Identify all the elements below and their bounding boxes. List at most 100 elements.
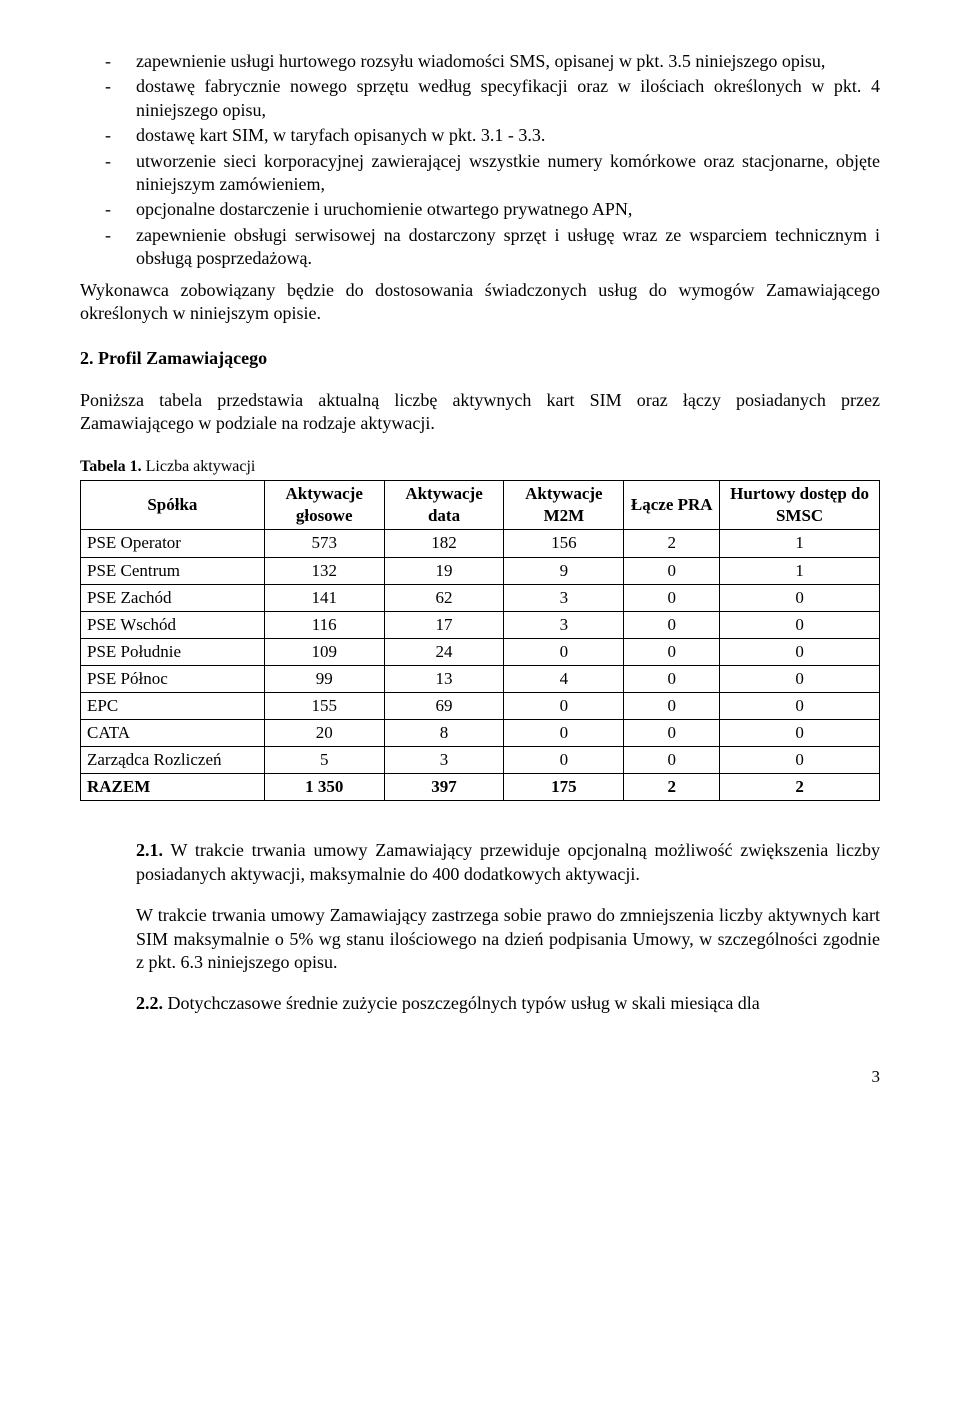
table-cell: PSE Operator <box>81 530 265 557</box>
activations-table: SpółkaAktywacje głosoweAktywacje dataAkt… <box>80 480 880 801</box>
table-cell: 2 <box>624 530 720 557</box>
list-item-text: opcjonalne dostarczenie i uruchomienie o… <box>136 198 880 221</box>
list-item: -dostawę fabrycznie nowego sprzętu wedłu… <box>80 75 880 122</box>
table-cell: 8 <box>384 720 504 747</box>
table-cell: 69 <box>384 693 504 720</box>
table-cell: PSE Północ <box>81 665 265 692</box>
table-cell: 0 <box>624 665 720 692</box>
list-item-text: dostawę fabrycznie nowego sprzętu według… <box>136 75 880 122</box>
table-cell: 0 <box>720 665 880 692</box>
table-row: PSE Operator57318215621 <box>81 530 880 557</box>
table-row: EPC15569000 <box>81 693 880 720</box>
subsection-paragraph: 2.2. Dotychczasowe średnie zużycie poszc… <box>136 992 880 1015</box>
subsection-number: 2.2. <box>136 993 163 1013</box>
table-cell: EPC <box>81 693 265 720</box>
table-cell: 156 <box>504 530 624 557</box>
table-caption-prefix: Tabela 1. <box>80 458 146 475</box>
paragraph: Wykonawca zobowiązany będzie do dostosow… <box>80 279 880 326</box>
table-cell: 0 <box>624 557 720 584</box>
table-cell: 0 <box>720 693 880 720</box>
table-header-row: SpółkaAktywacje głosoweAktywacje dataAkt… <box>81 481 880 530</box>
subsection-number: 2.1. <box>136 840 163 860</box>
table-caption-text: Liczba aktywacji <box>146 458 256 475</box>
table-cell: 17 <box>384 611 504 638</box>
table-row: PSE Wschód11617300 <box>81 611 880 638</box>
table-cell: 0 <box>624 584 720 611</box>
table-cell: 3 <box>384 747 504 774</box>
table-caption: Tabela 1. Liczba aktywacji <box>80 457 880 478</box>
list-item: -zapewnienie usługi hurtowego rozsyłu wi… <box>80 50 880 73</box>
table-cell: 24 <box>384 638 504 665</box>
table-cell: 0 <box>504 693 624 720</box>
table-total-row: RAZEM1 35039717522 <box>81 774 880 801</box>
table-cell: PSE Zachód <box>81 584 265 611</box>
table-column-header: Spółka <box>81 481 265 530</box>
bullet-list: -zapewnienie usługi hurtowego rozsyłu wi… <box>80 50 880 271</box>
subsection-block: 2.1. W trakcie trwania umowy Zamawiający… <box>136 839 880 1015</box>
table-row: PSE Centrum13219901 <box>81 557 880 584</box>
table-column-header: Aktywacje data <box>384 481 504 530</box>
table-cell: 19 <box>384 557 504 584</box>
table-cell: 397 <box>384 774 504 801</box>
table-cell: 0 <box>624 720 720 747</box>
table-column-header: Łącze PRA <box>624 481 720 530</box>
dash-icon: - <box>80 150 136 197</box>
table-cell: PSE Wschód <box>81 611 265 638</box>
table-cell: 13 <box>384 665 504 692</box>
table-cell: 0 <box>624 638 720 665</box>
table-cell: 62 <box>384 584 504 611</box>
table-cell: 0 <box>624 611 720 638</box>
table-cell: 5 <box>264 747 384 774</box>
table-column-header: Aktywacje głosowe <box>264 481 384 530</box>
table-cell: 0 <box>504 720 624 747</box>
table-cell: 0 <box>504 747 624 774</box>
table-row: CATA208000 <box>81 720 880 747</box>
dash-icon: - <box>80 75 136 122</box>
table-cell: PSE Południe <box>81 638 265 665</box>
table-cell: 0 <box>624 747 720 774</box>
dash-icon: - <box>80 198 136 221</box>
table-cell: 116 <box>264 611 384 638</box>
table-cell: 99 <box>264 665 384 692</box>
list-item: -dostawę kart SIM, w taryfach opisanych … <box>80 124 880 147</box>
table-cell: 3 <box>504 584 624 611</box>
table-cell: 0 <box>720 720 880 747</box>
table-cell: CATA <box>81 720 265 747</box>
table-cell: 1 <box>720 557 880 584</box>
list-item-text: dostawę kart SIM, w taryfach opisanych w… <box>136 124 880 147</box>
table-cell: 1 <box>720 530 880 557</box>
table-cell: 0 <box>720 747 880 774</box>
list-item: -utworzenie sieci korporacyjnej zawieraj… <box>80 150 880 197</box>
dash-icon: - <box>80 224 136 271</box>
table-cell: 0 <box>720 638 880 665</box>
table-cell: PSE Centrum <box>81 557 265 584</box>
table-cell: 0 <box>720 584 880 611</box>
table-row: PSE Zachód14162300 <box>81 584 880 611</box>
table-cell: 182 <box>384 530 504 557</box>
table-column-header: Aktywacje M2M <box>504 481 624 530</box>
paragraph: Poniższa tabela przedstawia aktualną lic… <box>80 389 880 436</box>
table-cell: 20 <box>264 720 384 747</box>
table-cell: 155 <box>264 693 384 720</box>
dash-icon: - <box>80 124 136 147</box>
table-cell: 132 <box>264 557 384 584</box>
table-cell: 9 <box>504 557 624 584</box>
table-cell: 175 <box>504 774 624 801</box>
table-cell: Zarządca Rozliczeń <box>81 747 265 774</box>
table-cell: 4 <box>504 665 624 692</box>
table-cell: 2 <box>720 774 880 801</box>
list-item-text: zapewnienie obsługi serwisowej na dostar… <box>136 224 880 271</box>
list-item-text: zapewnienie usługi hurtowego rozsyłu wia… <box>136 50 880 73</box>
subsection-text: Dotychczasowe średnie zużycie poszczegól… <box>163 993 760 1013</box>
table-row: PSE Południe10924000 <box>81 638 880 665</box>
table-cell: 573 <box>264 530 384 557</box>
list-item-text: utworzenie sieci korporacyjnej zawierają… <box>136 150 880 197</box>
table-row: PSE Północ9913400 <box>81 665 880 692</box>
table-cell: 2 <box>624 774 720 801</box>
table-cell: 0 <box>504 638 624 665</box>
table-body: PSE Operator57318215621PSE Centrum132199… <box>81 530 880 801</box>
table-header: SpółkaAktywacje głosoweAktywacje dataAkt… <box>81 481 880 530</box>
subsection-text: W trakcie trwania umowy Zamawiający prze… <box>136 840 880 883</box>
list-item: -opcjonalne dostarczenie i uruchomienie … <box>80 198 880 221</box>
table-cell: 141 <box>264 584 384 611</box>
